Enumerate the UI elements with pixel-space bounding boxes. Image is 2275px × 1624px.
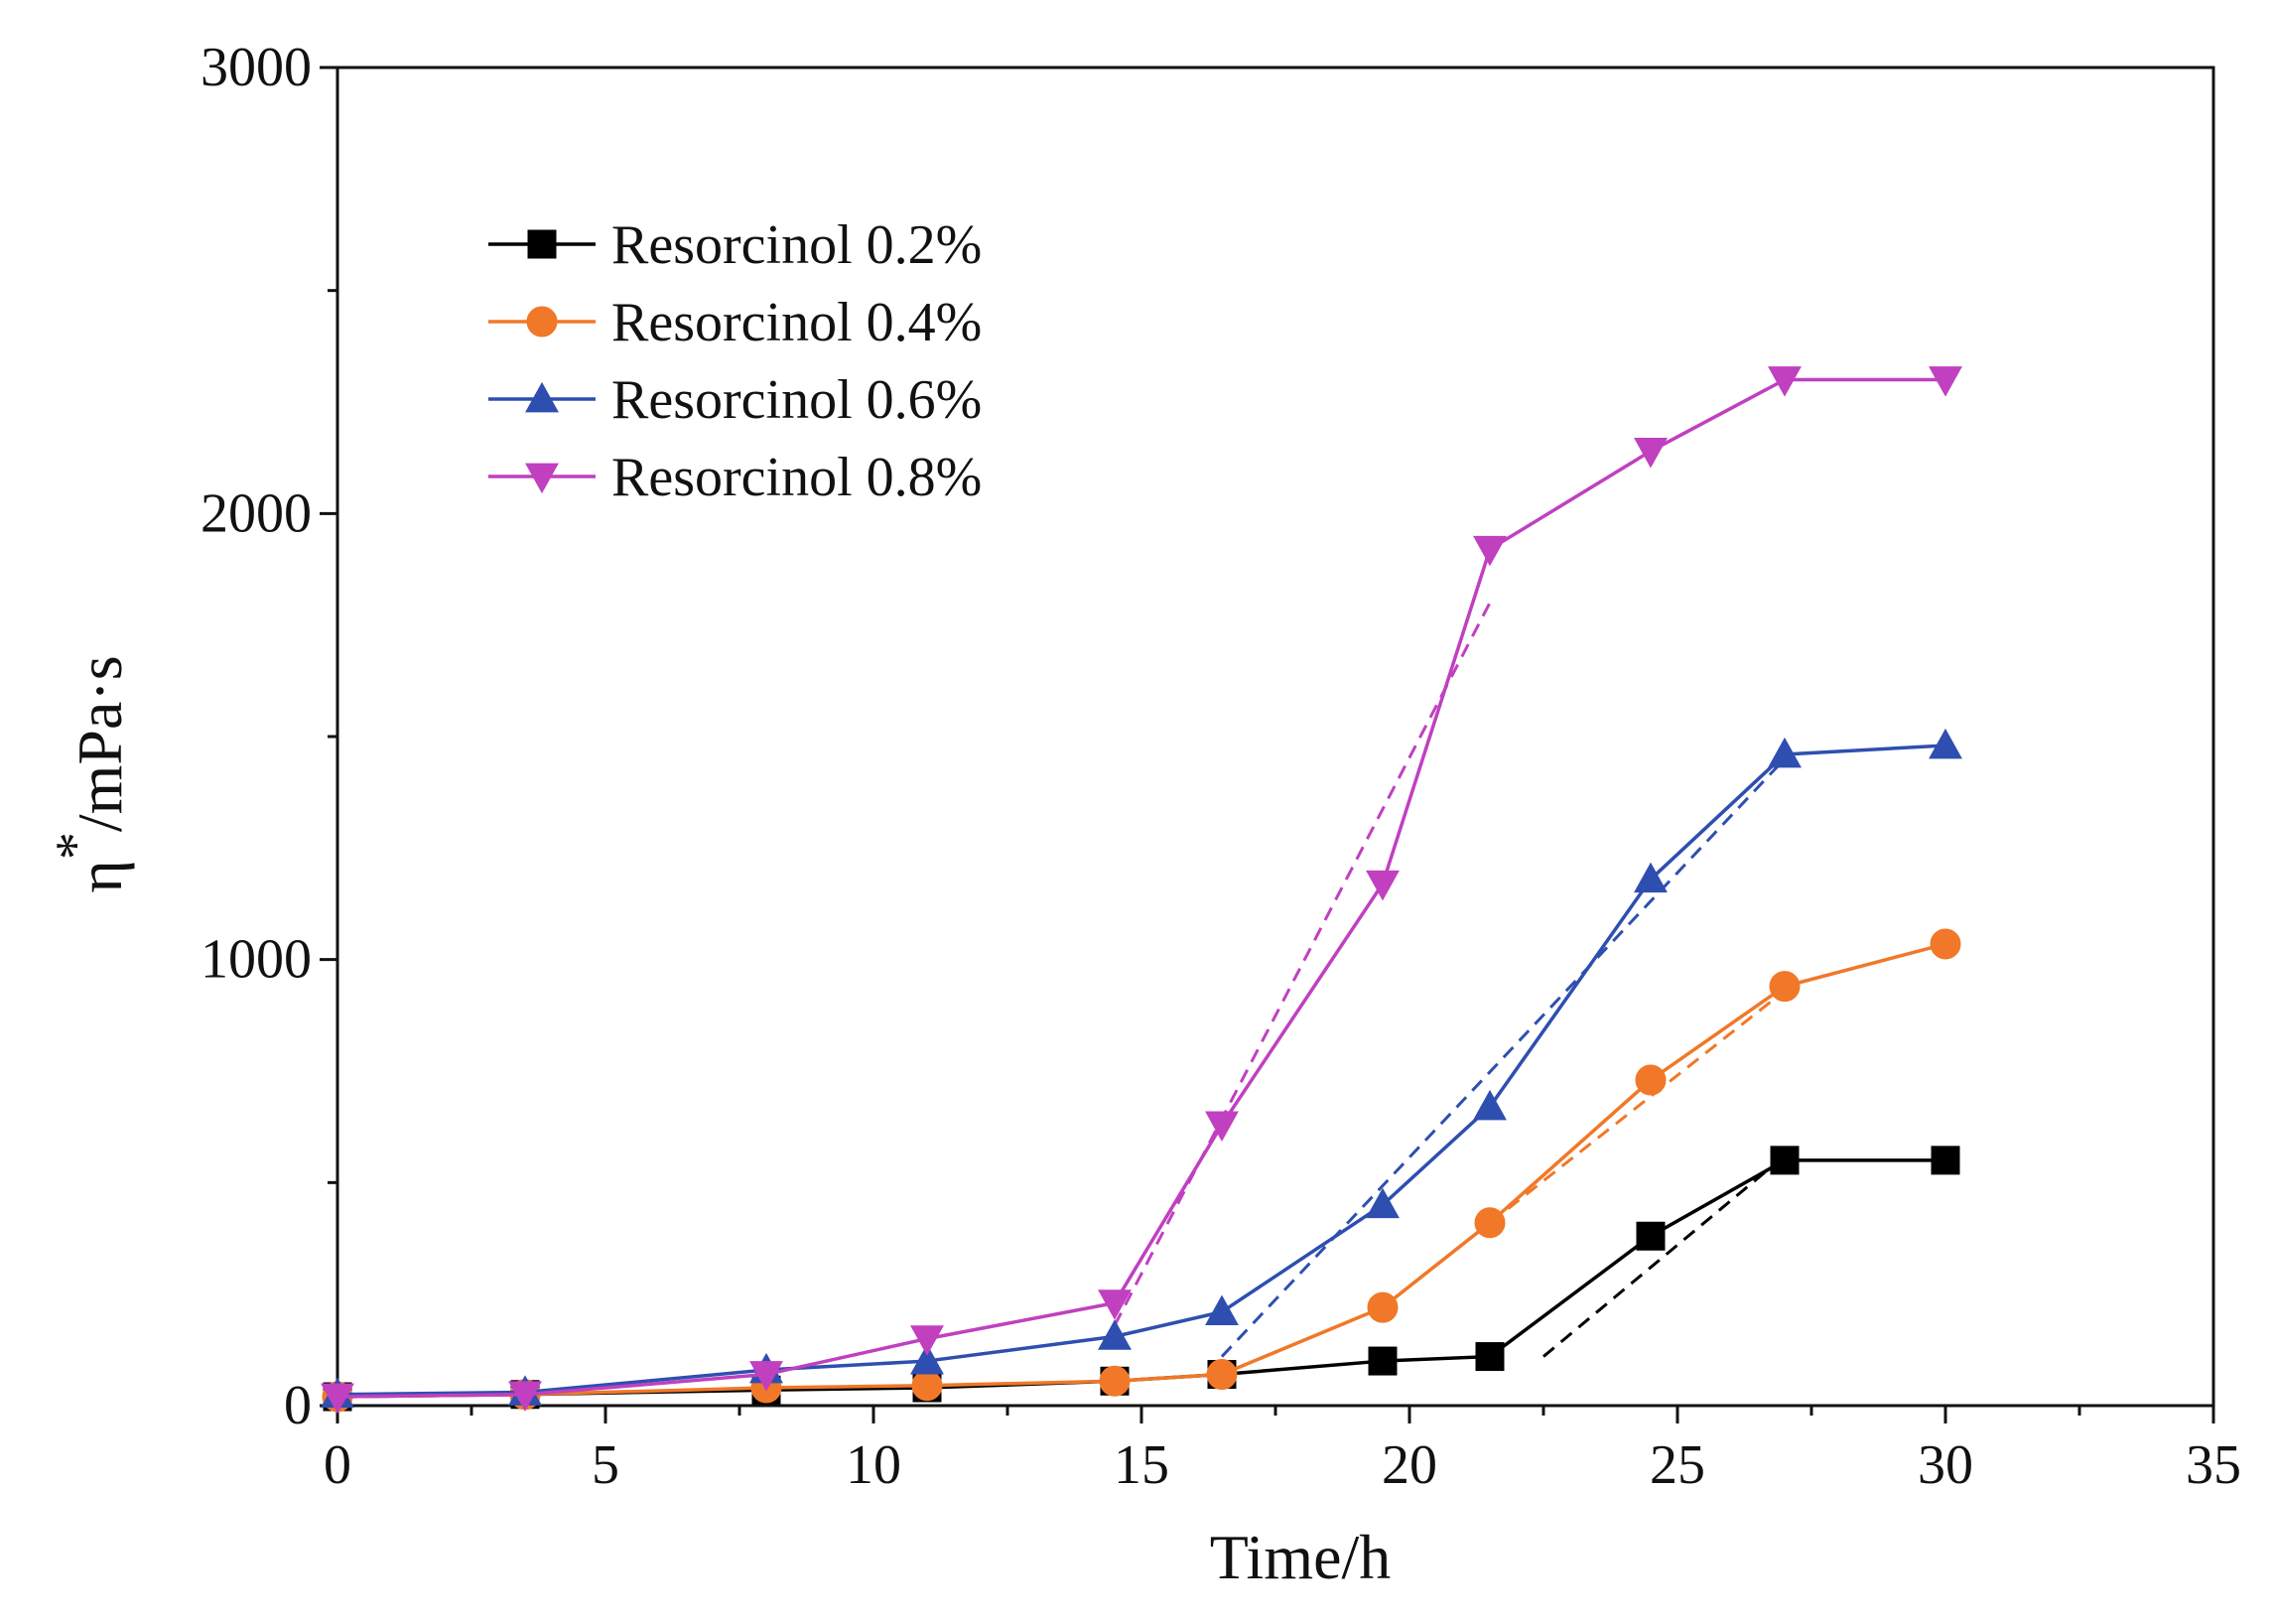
data-point xyxy=(1768,737,1802,768)
data-point xyxy=(1769,971,1801,1003)
data-point xyxy=(910,1325,944,1356)
fit-line-resorcinol-0-2 xyxy=(1542,1154,1786,1358)
data-point xyxy=(1475,1342,1505,1372)
data-point xyxy=(1930,928,1961,960)
data-point xyxy=(910,1343,944,1375)
x-tick-label: 5 xyxy=(592,1434,619,1496)
data-point xyxy=(1099,1365,1131,1397)
legend: Resorcinol 0.2% Resorcinol 0.4% Resorcinol… xyxy=(488,214,982,508)
series-resorcinol-0-8 xyxy=(321,366,1962,1415)
legend-marker xyxy=(525,463,559,494)
data-point xyxy=(508,1381,542,1412)
series-line-resorcinol-0-6 xyxy=(336,744,1946,1397)
data-point xyxy=(1366,1187,1400,1219)
legend-marker xyxy=(526,306,558,338)
y-tick-label: 0 xyxy=(284,1375,312,1436)
data-point xyxy=(1770,1146,1800,1175)
data-point xyxy=(911,1370,943,1402)
data-point xyxy=(1368,1346,1398,1376)
series-resorcinol-0-2 xyxy=(323,1146,1960,1412)
x-tick-label: 20 xyxy=(1382,1434,1437,1496)
legend-label: Resorcinol 0.4% xyxy=(611,292,982,353)
x-tick-label: 30 xyxy=(1918,1434,1973,1496)
data-point xyxy=(321,1383,354,1415)
y-axis-title: η*/mPa·s xyxy=(45,655,135,892)
y-axis-title-unit: /mPa·s xyxy=(65,655,135,832)
y-axis-title-main: η xyxy=(65,860,135,892)
data-point xyxy=(1634,862,1668,893)
data-point xyxy=(1098,1319,1132,1350)
axes: 0 5 10 15 20 25 30 35 0 1000 2000 3000 xyxy=(201,37,2241,1496)
data-point xyxy=(1205,1111,1239,1143)
data-point xyxy=(1205,1294,1239,1326)
data-point xyxy=(1098,1289,1132,1320)
legend-item-resorcinol-0-6: Resorcinol 0.6% xyxy=(488,369,982,431)
data-point xyxy=(1768,366,1802,397)
legend-marker xyxy=(527,229,557,259)
legend-label: Resorcinol 0.8% xyxy=(611,447,982,508)
legend-marker xyxy=(525,381,559,413)
series-resorcinol-0-4 xyxy=(322,928,1961,1413)
fit-line-resorcinol-0-8 xyxy=(1113,602,1492,1326)
data-point xyxy=(1931,1146,1960,1175)
data-point xyxy=(1473,1089,1507,1121)
legend-item-resorcinol-0-2: Resorcinol 0.2% xyxy=(488,214,982,276)
data-point xyxy=(1366,870,1400,901)
x-axis-title: Time/h xyxy=(1210,1522,1392,1592)
x-tick-label: 25 xyxy=(1650,1434,1705,1496)
fit-line-resorcinol-0-6 xyxy=(1220,757,1787,1358)
x-tick-label: 0 xyxy=(324,1434,351,1496)
data-point xyxy=(1635,1064,1667,1096)
legend-item-resorcinol-0-4: Resorcinol 0.4% xyxy=(488,292,982,353)
y-axis-title-sup: * xyxy=(45,832,106,860)
legend-label: Resorcinol 0.6% xyxy=(611,369,982,431)
fit-lines xyxy=(1113,602,1787,1358)
data-point xyxy=(1206,1359,1238,1391)
series-line-resorcinol-0-2 xyxy=(336,1158,1945,1399)
y-tick-label: 3000 xyxy=(201,37,312,98)
x-tick-label: 15 xyxy=(1114,1434,1169,1496)
y-tick-label: 1000 xyxy=(201,929,312,991)
legend-item-resorcinol-0-8: Resorcinol 0.8% xyxy=(488,447,982,508)
fit-line-resorcinol-0-4 xyxy=(1382,989,1786,1309)
y-tick-label: 2000 xyxy=(201,482,312,544)
data-point xyxy=(1634,438,1668,469)
series-layer xyxy=(321,366,1962,1415)
x-tick-label: 10 xyxy=(846,1434,901,1496)
data-point xyxy=(1473,535,1507,567)
x-tick-label: 35 xyxy=(2186,1434,2241,1496)
data-point xyxy=(1474,1207,1506,1239)
data-point xyxy=(1929,728,1962,759)
data-point xyxy=(1367,1291,1399,1323)
legend-label: Resorcinol 0.2% xyxy=(611,214,982,276)
data-point xyxy=(1636,1221,1666,1251)
data-point xyxy=(1929,366,1962,397)
series-line-resorcinol-0-8 xyxy=(336,377,1945,1399)
data-point xyxy=(749,1361,783,1392)
